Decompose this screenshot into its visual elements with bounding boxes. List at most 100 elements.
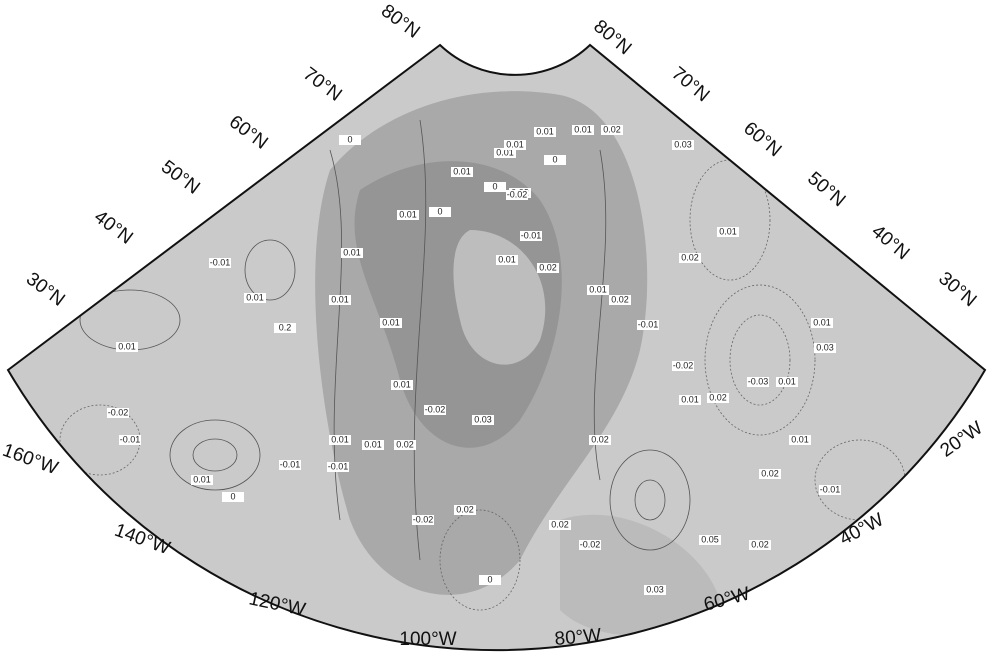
contour-label: 0.03 [472, 414, 494, 425]
contour-label: 0 [429, 206, 451, 217]
contour-label: 0.01 [191, 474, 213, 485]
contour-label: 0.02 [679, 252, 701, 263]
contour-label-text: -0.03 [748, 376, 769, 386]
contour-label-text: 0.01 [399, 209, 417, 219]
contour-label-text: 0.01 [118, 341, 136, 351]
contour-label: 0 [484, 181, 506, 192]
contour-label-text: 0 [230, 491, 235, 501]
contour-label: 0.02 [454, 504, 476, 515]
contour-label: 0.01 [244, 292, 266, 303]
contour-label-text: 0.01 [574, 124, 592, 134]
contour-label-text: 0.02 [603, 124, 621, 134]
contour-label-text: -0.01 [328, 461, 349, 471]
contour-label-text: 0.02 [751, 539, 769, 549]
contour-label: 0.02 [549, 519, 571, 530]
contour-label: 0.02 [537, 262, 559, 273]
contour-label-text: 0.01 [246, 292, 264, 302]
contour-label-text: 0.01 [589, 284, 607, 294]
contour-label: 0.01 [811, 317, 833, 328]
contour-label-text: 0 [437, 206, 442, 216]
contour-label: -0.01 [209, 257, 231, 268]
contour-label: -0.01 [279, 459, 301, 470]
contour-label: -0.02 [412, 514, 434, 525]
contour-label: 0.01 [362, 439, 384, 450]
latitude-label: 70°N [667, 63, 713, 106]
contour-label-text: 0.2 [279, 322, 292, 332]
contour-label: 0.01 [776, 376, 798, 387]
contour-label-text: 0.03 [474, 414, 492, 424]
contour-label: 0.01 [789, 434, 811, 445]
latitude-label: 30°N [934, 268, 980, 311]
contour-label-text: 0.01 [393, 379, 411, 389]
contour-label-text: 0.01 [453, 166, 471, 176]
contour-label: 0.01 [572, 124, 594, 135]
contour-label-text: 0.01 [681, 394, 699, 404]
contour-label: 0.02 [394, 439, 416, 450]
contour-label-text: 0.05 [701, 534, 719, 544]
contour-label: -0.01 [327, 461, 349, 472]
contour-label-text: 0.01 [498, 254, 516, 264]
contour-label-text: 0.02 [456, 504, 474, 514]
contour-label-text: 0.02 [761, 468, 779, 478]
contour-label: -0.01 [819, 484, 841, 495]
contour-label: -0.02 [107, 407, 129, 418]
contour-label: 0.01 [587, 284, 609, 295]
latitude-label: 40°N [867, 221, 913, 264]
contour-label: 0.01 [496, 254, 518, 265]
contour-label-text: 0.01 [813, 317, 831, 327]
contour-label: 0.01 [679, 394, 701, 405]
contour-label: 0.02 [707, 392, 729, 403]
contour-label: -0.01 [119, 434, 141, 445]
contour-label-text: 0.02 [709, 392, 727, 402]
contour-label-text: -0.01 [521, 230, 542, 240]
contour-label: 0 [339, 134, 361, 145]
contour-label-text: 0.01 [719, 226, 737, 236]
contour-label: 0.02 [759, 468, 781, 479]
contour-label: -0.02 [672, 360, 694, 371]
contour-label-text: 0 [492, 181, 497, 191]
contour-label: 0.03 [644, 584, 666, 595]
contour-label: -0.02 [424, 404, 446, 415]
contour-label-text: 0.02 [539, 262, 557, 272]
contour-label-text: -0.01 [280, 459, 301, 469]
contour-label-text: -0.01 [638, 319, 659, 329]
latitude-label: 50°N [803, 168, 849, 211]
contour-label-text: -0.01 [120, 434, 141, 444]
contour-label: 0.02 [601, 124, 623, 135]
contour-label-text: 0.01 [364, 439, 382, 449]
contour-label: 0.03 [672, 139, 694, 150]
contour-label: 0.01 [504, 139, 526, 150]
contour-label: 0.01 [451, 166, 473, 177]
latitude-label: 70°N [299, 63, 346, 105]
contour-label: 0.01 [329, 294, 351, 305]
contour-label: 0.01 [116, 341, 138, 352]
longitude-label: 160°W [0, 440, 61, 479]
contour-label-text: 0.02 [611, 294, 629, 304]
contour-label: -0.02 [506, 189, 528, 200]
contour-label: 0.02 [749, 539, 771, 550]
contour-label-text: 0.03 [646, 584, 664, 594]
contour-label: 0.01 [397, 209, 419, 220]
contour-label: 0.03 [814, 342, 836, 353]
contour-label-text: -0.02 [673, 360, 694, 370]
map: 30°N40°N50°N60°N70°N80°N80°N70°N60°N50°N… [0, 0, 989, 658]
latitude-label: 60°N [225, 111, 272, 153]
contour-label: 0 [479, 574, 501, 585]
contour-label: -0.01 [520, 230, 542, 241]
contour-label-text: 0.02 [591, 434, 609, 444]
contour-label: -0.01 [637, 319, 659, 330]
longitude-label: 100°W [399, 629, 456, 650]
contour-label-text: 0.02 [551, 519, 569, 529]
contour-label: 0.01 [329, 434, 351, 445]
contour-label-text: 0.01 [778, 376, 796, 386]
contour-label-text: 0.01 [331, 434, 349, 444]
contour-label: 0.01 [391, 379, 413, 390]
contour-label: 0 [222, 491, 244, 502]
contour-label: 0.01 [534, 126, 556, 137]
contour-label-text: 0.01 [506, 139, 524, 149]
latitude-label: 80°N [377, 0, 424, 42]
contour-label-text: -0.02 [507, 189, 528, 199]
contour-label-text: 0.01 [193, 474, 211, 484]
contour-label-text: 0 [487, 574, 492, 584]
contour-label: 0.02 [589, 434, 611, 445]
